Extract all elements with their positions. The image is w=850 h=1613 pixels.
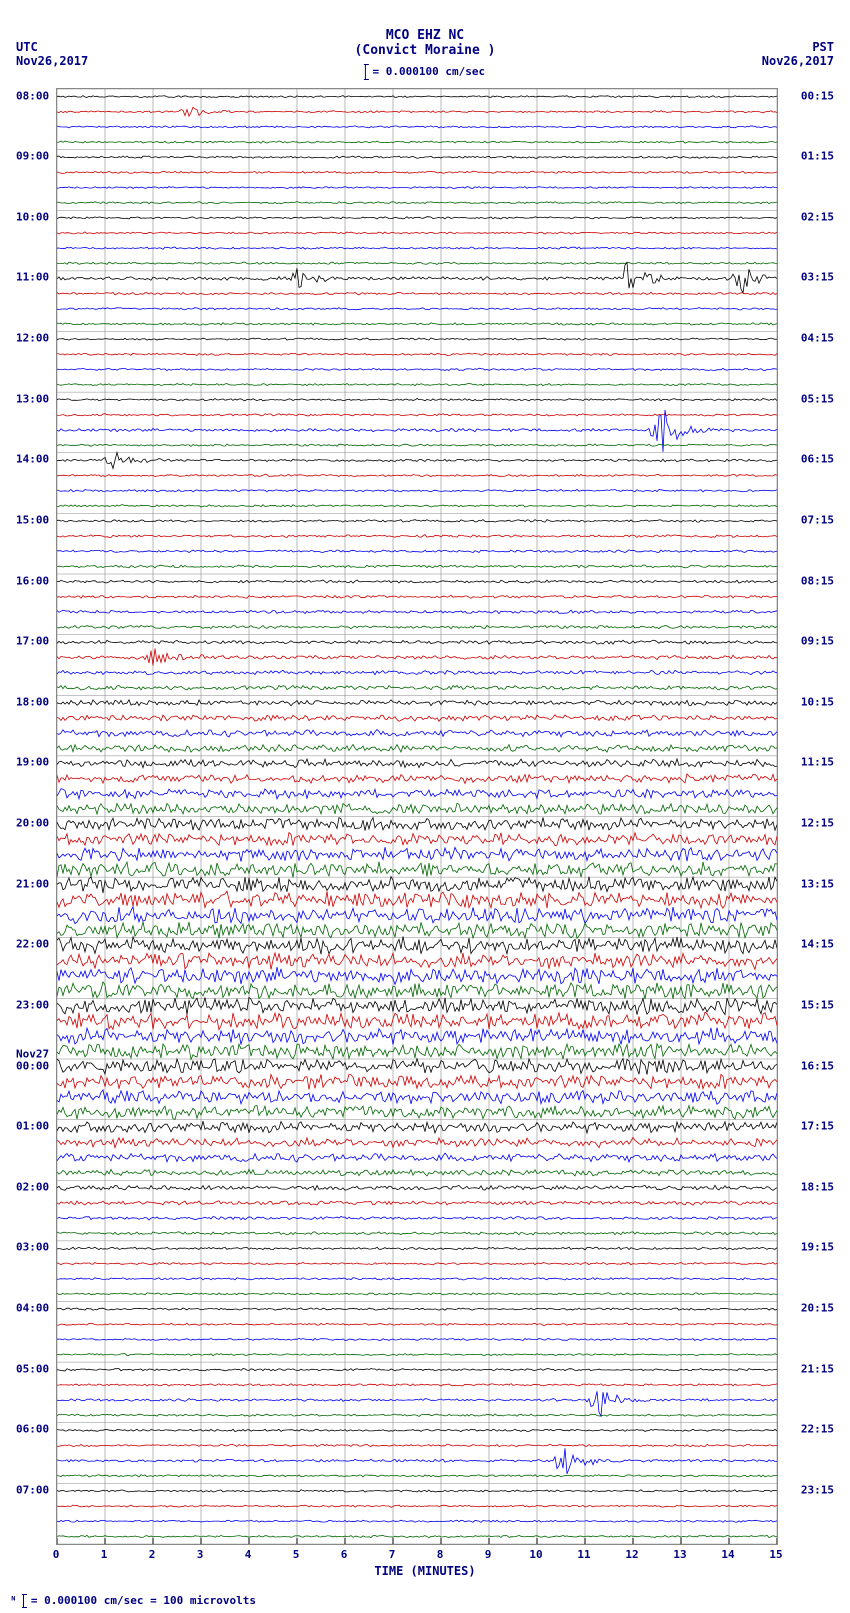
- time-label-right: 06:15: [801, 453, 834, 466]
- time-label-left: 07:00: [16, 1483, 49, 1496]
- time-label-left: 10:00: [16, 210, 49, 223]
- time-label-right: 04:15: [801, 332, 834, 345]
- time-label-left: 09:00: [16, 150, 49, 163]
- time-label-left: 00:00: [16, 1059, 49, 1072]
- time-label-right: 08:15: [801, 574, 834, 587]
- scale-legend: = 0.000100 cm/sec: [365, 65, 485, 79]
- scale-legend-text: = 0.000100 cm/sec: [373, 65, 486, 78]
- time-label-right: 15:15: [801, 998, 834, 1011]
- time-label-right: 16:15: [801, 1059, 834, 1072]
- time-label-right: 14:15: [801, 938, 834, 951]
- time-label-left: 08:00: [16, 89, 49, 102]
- x-tick: 12: [625, 1548, 638, 1561]
- utc-label: UTC: [16, 40, 38, 54]
- x-tick: 15: [769, 1548, 782, 1561]
- x-tick: 13: [673, 1548, 686, 1561]
- station-subtitle: (Convict Moraine ): [0, 43, 850, 58]
- time-label-right: 10:15: [801, 695, 834, 708]
- time-label-left: 02:00: [16, 1180, 49, 1193]
- time-label-right: 18:15: [801, 1180, 834, 1193]
- x-tick: 0: [53, 1548, 60, 1561]
- time-label-right: 12:15: [801, 817, 834, 830]
- time-label-left: 06:00: [16, 1423, 49, 1436]
- time-label-right: 22:15: [801, 1423, 834, 1436]
- date-right: Nov26,2017: [762, 54, 834, 68]
- time-label-right: 20:15: [801, 1302, 834, 1315]
- time-label-right: 03:15: [801, 271, 834, 284]
- x-tick: 11: [577, 1548, 590, 1561]
- time-label-left: 16:00: [16, 574, 49, 587]
- time-label-left: 23:00: [16, 998, 49, 1011]
- time-label-left: 13:00: [16, 392, 49, 405]
- time-label-left: 05:00: [16, 1362, 49, 1375]
- x-tick: 2: [149, 1548, 156, 1561]
- time-label-left: 20:00: [16, 817, 49, 830]
- time-label-left: 12:00: [16, 332, 49, 345]
- x-tick: 6: [341, 1548, 348, 1561]
- x-tick: 4: [245, 1548, 252, 1561]
- time-label-right: 17:15: [801, 1120, 834, 1133]
- x-tick: 3: [197, 1548, 204, 1561]
- plot-area: [56, 88, 778, 1545]
- x-tick: 14: [721, 1548, 734, 1561]
- time-label-right: 13:15: [801, 877, 834, 890]
- station-title: MCO EHZ NC: [0, 28, 850, 43]
- footer-scale: ᴺ = 0.000100 cm/sec = 100 microvolts: [10, 1594, 256, 1607]
- time-label-right: 09:15: [801, 635, 834, 648]
- header: MCO EHZ NC (Convict Moraine ): [0, 28, 850, 58]
- time-label-left: 21:00: [16, 877, 49, 890]
- time-label-left: 01:00: [16, 1120, 49, 1133]
- date-left: Nov26,2017: [16, 54, 88, 68]
- footer-text: = 0.000100 cm/sec = 100 microvolts: [31, 1594, 256, 1607]
- time-label-left: 22:00: [16, 938, 49, 951]
- time-label-right: 01:15: [801, 150, 834, 163]
- time-label-left: 17:00: [16, 635, 49, 648]
- x-tick: 8: [437, 1548, 444, 1561]
- time-label-right: 07:15: [801, 513, 834, 526]
- x-tick: 5: [293, 1548, 300, 1561]
- pst-label: PST: [812, 40, 834, 54]
- time-label-left: 14:00: [16, 453, 49, 466]
- time-label-left: 11:00: [16, 271, 49, 284]
- time-label-left: 04:00: [16, 1302, 49, 1315]
- time-label-left: 19:00: [16, 756, 49, 769]
- x-tick: 10: [529, 1548, 542, 1561]
- time-label-right: 00:15: [801, 89, 834, 102]
- time-label-right: 21:15: [801, 1362, 834, 1375]
- time-label-right: 23:15: [801, 1483, 834, 1496]
- seismogram-container: MCO EHZ NC (Convict Moraine ) = 0.000100…: [0, 0, 850, 1613]
- x-tick: 1: [101, 1548, 108, 1561]
- time-label-left: 15:00: [16, 513, 49, 526]
- time-label-right: 02:15: [801, 210, 834, 223]
- x-tick: 9: [485, 1548, 492, 1561]
- x-axis-label: TIME (MINUTES): [374, 1564, 475, 1578]
- time-label-right: 05:15: [801, 392, 834, 405]
- time-label-left: 18:00: [16, 695, 49, 708]
- seismogram-svg: [57, 89, 777, 1544]
- time-label-right: 11:15: [801, 756, 834, 769]
- time-label-left: 03:00: [16, 1241, 49, 1254]
- x-tick: 7: [389, 1548, 396, 1561]
- time-label-right: 19:15: [801, 1241, 834, 1254]
